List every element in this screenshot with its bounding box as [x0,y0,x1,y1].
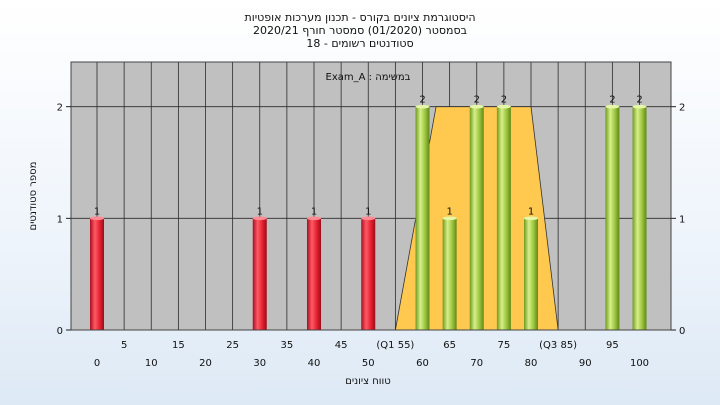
y-tick-label-right: 2 [679,103,685,114]
bar-cap [415,104,430,109]
bar-data-label: 2 [419,95,425,106]
bar-data-label: 2 [636,95,642,106]
x-tick-label-lower: 10 [145,358,158,369]
y-tick-label-right: 1 [679,214,685,225]
bar [361,218,376,330]
x-tick-label-upper: 5 [121,340,127,351]
bar [252,218,267,330]
x-tick-label-upper: 25 [226,340,239,351]
bar-cap [361,216,376,221]
bar-cap [442,216,457,221]
bar [605,106,620,331]
x-tick-label-lower: 70 [470,358,483,369]
bar [415,106,430,331]
x-tick-label-lower: 50 [362,358,375,369]
bar [307,218,321,330]
y-axis-title: מספר סטודנטים [28,162,39,231]
x-tick-label-lower: 0 [94,358,100,369]
x-tick-label-upper: 35 [281,340,294,351]
x-tick-label-lower: 20 [199,358,212,369]
bar-data-label: 1 [365,206,371,217]
x-axis-title: טווח ציונים [345,376,390,387]
bar [524,218,538,330]
x-tick-label-lower: 80 [525,358,538,369]
plot-frame [70,61,672,331]
x-tick-label-upper: 95 [606,340,619,351]
x-tick-label-upper: (Q1 55) [376,340,414,351]
bar-data-label: 2 [474,95,480,106]
bar-data-label: 1 [528,206,534,217]
bar [442,218,457,330]
x-tick-label-upper: 15 [172,340,185,351]
x-tick-label-lower: 100 [630,358,649,369]
y-axis-ticks: 0 0 1 1 2 2 [57,103,686,337]
bar-cap [524,216,538,221]
bar-cap [307,216,321,221]
x-tick-label-upper: 75 [498,340,511,351]
x-tick-label-lower: 60 [416,358,429,369]
bar [90,218,104,330]
x-tick-label-lower: 90 [579,358,592,369]
bar-data-label: 1 [257,206,263,217]
y-tick-label-right: 0 [679,326,685,337]
bars [90,104,647,331]
bar-cap [632,104,647,109]
x-tick-label-upper: 45 [335,340,348,351]
x-tick-label-lower: 40 [308,358,321,369]
bar-data-label: 1 [94,206,100,217]
bar-cap [90,216,104,221]
x-tick-label-lower: 30 [253,358,266,369]
bar-data-label: 2 [609,95,615,106]
bar-data-label: 1 [311,206,317,217]
chart-title-line-1: היסטוגרמת ציונים בקורס - תכנון מערכות או… [244,11,475,24]
bar-cap [469,104,484,109]
bar [469,106,484,331]
bar [632,106,647,331]
bar-data-label: 1 [446,206,452,217]
y-tick-label-left: 0 [57,326,63,337]
x-tick-label-upper: (Q3 85) [539,340,577,351]
x-axis-ticks: 0 10 20 30 40 50 60 70 80 90 100 5 15 25 35 45 (Q1 55) 65… [94,340,649,369]
series-annotation: Exam_A : במשימה [326,72,411,83]
bar [496,106,511,331]
chart-title-line-2: בסמסטר (01/2020) סמסטר חורף 2020/21 [253,24,467,37]
chart-title-line-3: סטודנטים רשומים - 18 [306,37,413,50]
x-tick-label-upper: 65 [443,340,456,351]
y-tick-label-left: 2 [57,103,63,114]
bar-data-label: 2 [501,95,507,106]
data-labels: 1 1 1 1 2 1 2 2 1 2 2 [94,95,643,218]
bar-cap [605,104,620,109]
bar-cap [252,216,267,221]
y-tick-label-left: 1 [57,214,63,225]
bar-cap [496,104,511,109]
